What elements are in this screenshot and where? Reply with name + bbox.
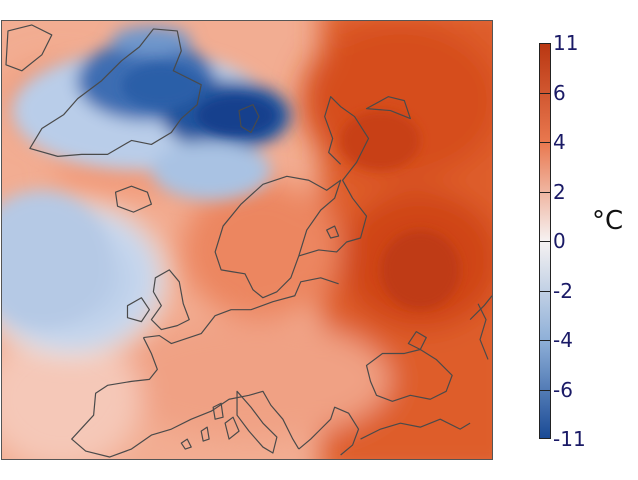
temperature-anomaly-map — [1, 20, 493, 460]
colorbar-tick-mark — [539, 340, 551, 341]
colorbar-unit-label: °C — [592, 206, 624, 236]
colorbar-tick-mark — [539, 92, 551, 94]
colorbar-tick-mark — [539, 241, 551, 242]
colorbar-tick-label: 4 — [553, 130, 566, 154]
colorbar-tick-mark — [539, 290, 551, 292]
coastlines — [5, 24, 492, 458]
colorbar-tick-label: 2 — [553, 179, 566, 204]
colorbar-tick-label: -2 — [553, 278, 573, 303]
colorbar-tick-label: -4 — [553, 328, 573, 352]
colorbar-tick-mark — [539, 389, 551, 391]
colorbar-tick-label: 11 — [553, 31, 579, 55]
colorbar-tick-label: 0 — [553, 229, 566, 253]
colorbar-tick-label: 6 — [553, 80, 566, 105]
colorbar-tick-label: -6 — [553, 377, 573, 402]
colorbar-tick-label: -11 — [553, 427, 586, 451]
colorbar-tick-mark — [539, 191, 551, 193]
map-svg — [2, 21, 492, 459]
colorbar-tick-mark — [539, 142, 551, 143]
